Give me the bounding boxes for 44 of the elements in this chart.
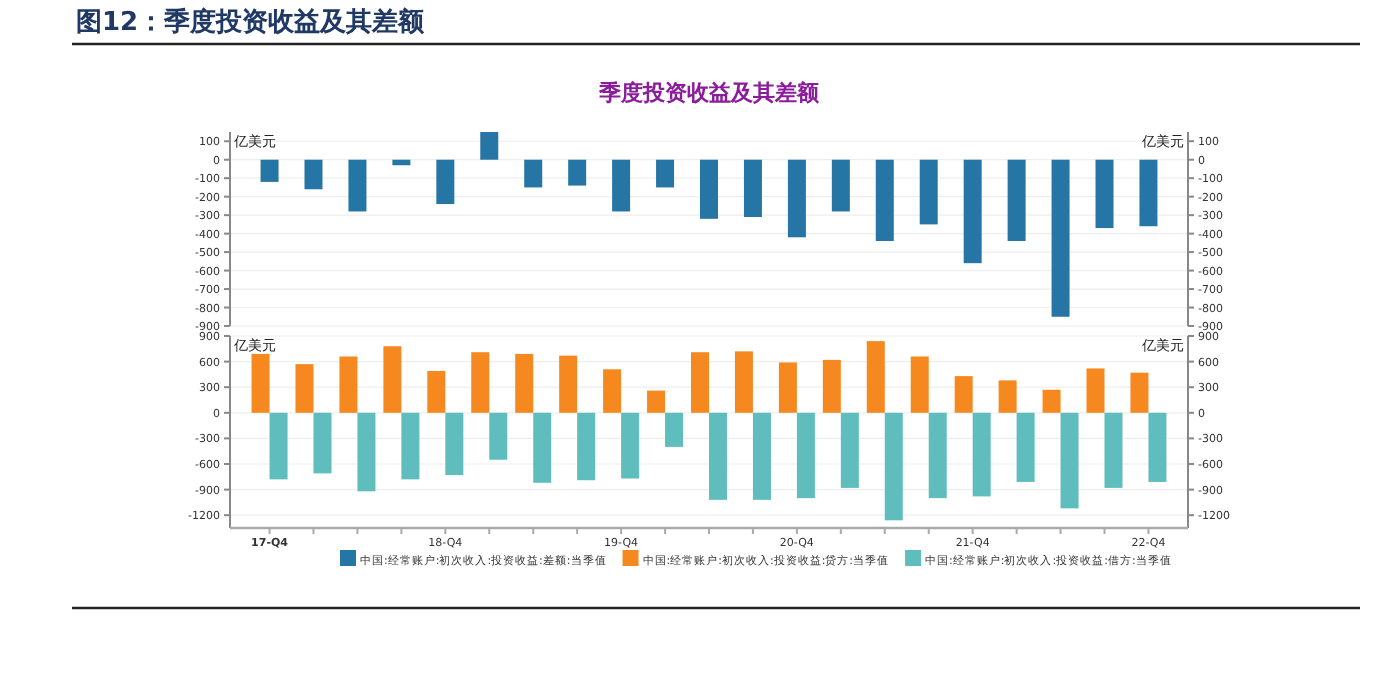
- bar: [709, 412, 727, 500]
- bar: [383, 346, 402, 413]
- bar: [489, 412, 508, 460]
- bar: [1130, 372, 1149, 413]
- bar: [1060, 412, 1079, 509]
- bar: [559, 355, 578, 413]
- bar: [515, 353, 534, 413]
- bar: [313, 412, 332, 474]
- bar: [445, 412, 464, 476]
- bar: [295, 364, 314, 413]
- bar: [796, 412, 815, 499]
- bar: [339, 356, 358, 413]
- bar: [691, 352, 709, 413]
- bar: [1042, 389, 1061, 413]
- caption: 图12：季度投资收益及其差额: [76, 6, 427, 38]
- bar: [603, 369, 622, 413]
- bar: [533, 412, 552, 483]
- bar: [427, 370, 446, 413]
- chart-title: 季度投资收益及其差额: [597, 80, 821, 106]
- bar: [928, 412, 947, 499]
- bar: [910, 356, 929, 413]
- bar: [752, 412, 771, 500]
- bar: [998, 380, 1017, 413]
- bar: [665, 412, 684, 447]
- bar: [1086, 368, 1105, 413]
- bar: [840, 412, 859, 488]
- bar: [647, 390, 666, 413]
- bar: [778, 362, 797, 413]
- bar: [884, 412, 903, 521]
- bar: [734, 351, 753, 413]
- bar: [954, 376, 973, 413]
- bar: [269, 412, 288, 480]
- bar: [822, 359, 841, 413]
- bar: [866, 341, 885, 413]
- bar: [1148, 412, 1167, 482]
- bar: [577, 412, 596, 481]
- bar: [357, 412, 376, 492]
- bar: [1104, 412, 1123, 488]
- bar: [1016, 412, 1035, 482]
- bar: [471, 352, 490, 413]
- bar: [972, 412, 991, 497]
- bar: [401, 412, 420, 480]
- bar: [621, 412, 640, 479]
- bar: [251, 353, 270, 413]
